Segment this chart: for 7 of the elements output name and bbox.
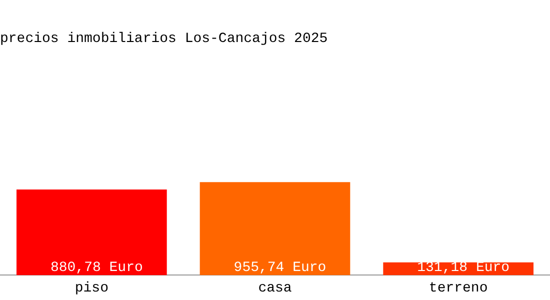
data-label: 131,18 Euro [417,260,510,276]
x-tick-label: piso [74,280,108,296]
x-tick-label: terreno [428,280,488,296]
chart-title: precios inmobiliarios Los-Cancajos 2025 [0,31,328,48]
data-label: 955,74 Euro [234,260,326,276]
x-tick-label: casa [258,280,292,296]
data-label: 880,78 Euro [50,260,143,276]
